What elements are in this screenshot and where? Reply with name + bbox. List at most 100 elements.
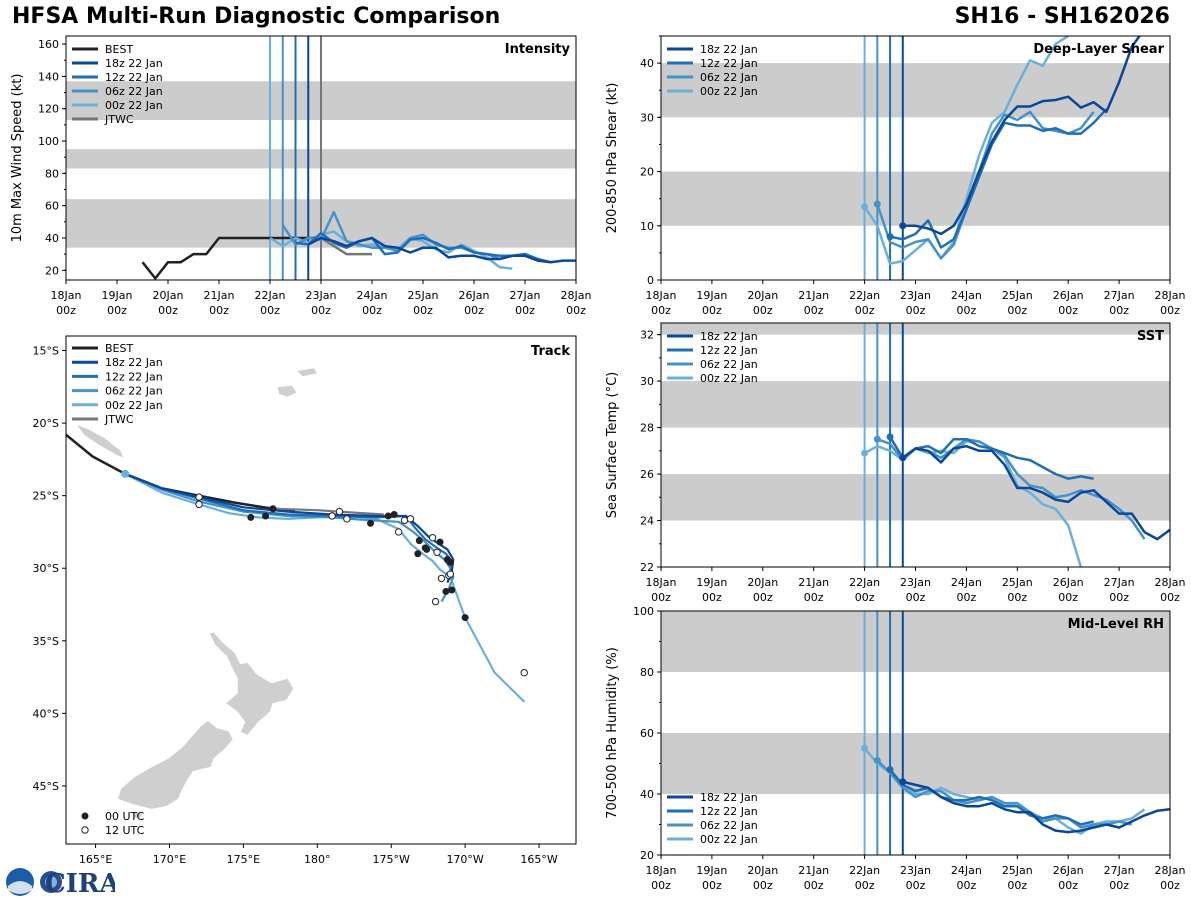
track-xtick-label: 165°E bbox=[79, 853, 112, 866]
shear-xtick-line: 00z bbox=[702, 304, 722, 317]
track-point-00utc bbox=[384, 512, 392, 520]
shear-legend-label: 06z 22 Jan bbox=[700, 71, 758, 84]
rh-ytick-label: 80 bbox=[640, 666, 654, 679]
rh-xtick-line: 18Jan bbox=[646, 864, 677, 877]
shear-xtick-line: 00z bbox=[1007, 304, 1027, 317]
track-point-00utc bbox=[367, 519, 375, 527]
sst-xtick-line: 00z bbox=[1007, 591, 1027, 604]
rh-title: Mid-Level RH bbox=[1068, 617, 1164, 632]
sst-ytick-label: 32 bbox=[640, 329, 654, 342]
track-title: Track bbox=[531, 344, 570, 359]
land-fiji-viti-levu bbox=[277, 384, 298, 398]
intensity-ytick-label: 120 bbox=[38, 103, 59, 116]
sst-xtick-line: 28Jan bbox=[1155, 576, 1186, 589]
sst-xtick-line: 00z bbox=[1109, 591, 1129, 604]
rh-xtick-line: 00z bbox=[957, 879, 977, 892]
sst-xtick-line: 23Jan bbox=[900, 576, 931, 589]
shear-xtick-label: 21Jan 00z bbox=[798, 289, 829, 317]
shear-ytick-label: 30 bbox=[640, 111, 654, 124]
track-legend-label-00utc: 00 UTC bbox=[105, 810, 145, 823]
rh-xtick-line: 23Jan bbox=[900, 864, 931, 877]
shear-series-06z bbox=[876, 110, 1095, 260]
rh-xtick-label: 25Jan 00z bbox=[1002, 864, 1033, 892]
sst-xtick-line: 27Jan bbox=[1104, 576, 1135, 589]
shear-xtick-label: 23Jan 00z bbox=[900, 289, 931, 317]
intensity-xtick-line: 18Jan bbox=[51, 289, 82, 302]
track-series-06z bbox=[124, 472, 455, 603]
intensity-legend-label: JTWC bbox=[104, 113, 134, 126]
sst-series-12z bbox=[888, 436, 1094, 480]
sst-xtick-label: 26Jan 00z bbox=[1053, 576, 1084, 604]
intensity-xtick-line: 00z bbox=[260, 304, 280, 317]
rh-legend-label: 06z 22 Jan bbox=[700, 819, 758, 832]
intensity-xtick-line: 27Jan bbox=[510, 289, 541, 302]
shear-series-18z bbox=[902, 36, 1141, 236]
intensity-ylabel: 10m Max Wind Speed (kt) bbox=[10, 74, 25, 243]
sst-xtick-label: 24Jan 00z bbox=[951, 576, 982, 604]
sst-xtick-label: 18Jan 00z bbox=[646, 576, 677, 604]
track-point-00utc bbox=[390, 511, 398, 519]
track-ytick-label: 15°S bbox=[33, 345, 59, 358]
intensity-xtick-line: 26Jan bbox=[459, 289, 490, 302]
sst-xtick-label: 28Jan 00z bbox=[1155, 576, 1186, 604]
sst-legend-label: 18z 22 Jan bbox=[700, 330, 758, 343]
rh-xtick-line: 27Jan bbox=[1104, 864, 1135, 877]
sst-xtick-label: 23Jan 00z bbox=[900, 576, 931, 604]
track-ytick-label: 25°S bbox=[33, 490, 59, 503]
sst-ytick-label: 22 bbox=[640, 561, 654, 574]
land-new-caledonia bbox=[75, 423, 125, 459]
intensity-series-06z bbox=[281, 210, 539, 261]
track-legend-label-12utc: 12 UTC bbox=[105, 824, 145, 837]
track-init-point bbox=[121, 469, 130, 478]
sst-series-18z bbox=[902, 444, 1170, 541]
noaa-cira-logo: CIRA bbox=[6, 868, 115, 898]
shear-series-12z bbox=[889, 108, 1108, 249]
rh-xtick-line: 00z bbox=[1007, 879, 1027, 892]
rh-ytick-label: 60 bbox=[640, 727, 654, 740]
track-legend-marker-12utc bbox=[81, 826, 89, 834]
shear-xtick-line: 00z bbox=[1160, 304, 1180, 317]
sst-xtick-line: 21Jan bbox=[798, 576, 829, 589]
intensity-plot-area bbox=[66, 36, 576, 280]
intensity-xtick-line: 00z bbox=[362, 304, 382, 317]
shear-xtick-line: 19Jan bbox=[696, 289, 727, 302]
track-point-12utc bbox=[400, 516, 409, 525]
rh-xtick-line: 00z bbox=[702, 879, 722, 892]
sst-xtick-line: 00z bbox=[855, 591, 875, 604]
rh-legend-label: 18z 22 Jan bbox=[700, 791, 758, 804]
shear-legend-label: 18z 22 Jan bbox=[700, 43, 758, 56]
intensity-ytick-label: 60 bbox=[45, 200, 59, 213]
track-legend-label: 12z 22 Jan bbox=[105, 370, 163, 383]
track-legend-label: JTWC bbox=[104, 413, 134, 426]
shear-xtick-label: 19Jan 00z bbox=[696, 289, 727, 317]
track-point-12utc bbox=[343, 515, 351, 523]
track-ytick-label: 30°S bbox=[33, 562, 59, 575]
rh-xtick-line: 24Jan bbox=[951, 864, 982, 877]
sst-xtick-line: 22Jan bbox=[849, 576, 880, 589]
rh-band bbox=[661, 611, 1170, 672]
sst-band bbox=[661, 381, 1170, 428]
track-xtick-label: 180° bbox=[304, 853, 331, 866]
sst-xtick-line: 26Jan bbox=[1053, 576, 1084, 589]
rh-ytick-label: 100 bbox=[633, 605, 654, 618]
rh-series-06z bbox=[876, 759, 1133, 829]
shear-xtick-line: 23Jan bbox=[900, 289, 931, 302]
sst-xtick-label: 25Jan 00z bbox=[1002, 576, 1033, 604]
shear-xtick-line: 20Jan bbox=[747, 289, 778, 302]
sst-xtick-label: 22Jan 00z bbox=[849, 576, 880, 604]
shear-xtick-line: 00z bbox=[906, 304, 926, 317]
shear-ytick-label: 10 bbox=[640, 220, 654, 233]
shear-init-dot-06z bbox=[873, 200, 881, 208]
sst-xtick-line: 00z bbox=[804, 591, 824, 604]
track-point-12utc bbox=[195, 493, 203, 501]
sst-ytick-label: 30 bbox=[640, 375, 654, 388]
shear-xtick-line: 00z bbox=[957, 304, 977, 317]
shear-xtick-label: 25Jan 00z bbox=[1002, 289, 1033, 317]
shear-band bbox=[661, 63, 1170, 118]
sst-xtick-line: 00z bbox=[702, 591, 722, 604]
sst-xtick-line: 00z bbox=[957, 591, 977, 604]
sst-init-dot-18z bbox=[899, 454, 907, 462]
sst-xtick-line: 25Jan bbox=[1002, 576, 1033, 589]
